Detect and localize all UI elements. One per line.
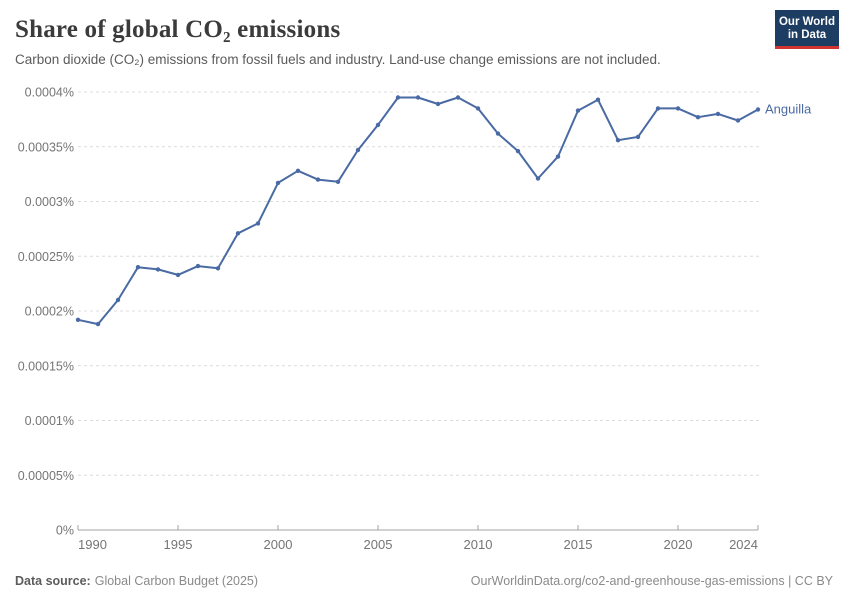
data-point-marker (75, 317, 81, 322)
data-point-marker (295, 168, 301, 173)
y-tick-label: 0.0003% (25, 195, 74, 209)
owid-logo: Our World in Data (775, 10, 839, 49)
chart-header: Share of global CO₂ emissions Carbon dio… (15, 0, 760, 68)
attribution: OurWorldinData.org/co2-and-greenhouse-ga… (470, 574, 833, 588)
data-point-marker (595, 97, 601, 102)
data-point-marker (495, 131, 501, 136)
data-point-marker (335, 179, 341, 184)
data-point-marker (135, 265, 141, 270)
x-tick-label: 2024 (729, 537, 758, 552)
data-point-marker (535, 176, 541, 181)
x-tick-label: 2015 (564, 537, 593, 552)
x-tick-label: 2000 (264, 537, 293, 552)
data-point-marker (95, 321, 101, 327)
x-tick-label: 1995 (164, 537, 193, 552)
data-point-marker (355, 147, 361, 153)
y-tick-label: 0.00035% (18, 140, 74, 154)
y-tick-label: 0.00025% (18, 250, 74, 264)
data-point-marker (455, 95, 461, 100)
data-point-marker (255, 221, 261, 226)
data-point-marker (415, 95, 421, 100)
data-point-marker (475, 106, 481, 111)
y-tick-label: 0.0004% (25, 86, 74, 100)
data-point-marker (195, 263, 201, 269)
owid-logo-line2: in Data (787, 29, 827, 41)
line-chart: 0% 0.00005% 0.0001% 0.00015% 0.0002% 0.00025%… (18, 86, 812, 553)
data-point-marker (635, 134, 641, 140)
x-tick-label: 2005 (364, 537, 393, 552)
x-tick-label: 2010 (464, 537, 493, 552)
data-point-marker (575, 108, 581, 113)
series-end-label: Anguilla (765, 102, 812, 117)
data-point-marker (675, 106, 681, 111)
y-tick-label: 0.00005% (18, 469, 74, 483)
y-tick-label: 0.00015% (18, 359, 74, 373)
y-tick-label: 0.0002% (25, 305, 74, 319)
data-point-marker (115, 297, 121, 303)
data-point-marker (375, 122, 381, 128)
y-tick-label: 0.0001% (25, 414, 74, 428)
data-point-marker (615, 138, 621, 143)
data-point-marker (215, 266, 221, 271)
chart-title: Share of global CO₂ emissions (15, 16, 341, 43)
data-point-marker (655, 106, 661, 111)
data-source: Data source: Global Carbon Budget (2025) (15, 574, 258, 588)
data-point-marker (715, 111, 721, 117)
data-point-marker (315, 177, 321, 182)
data-point-marker (235, 231, 241, 236)
series-line (77, 96, 759, 326)
data-point-marker (695, 115, 701, 120)
x-tick-label: 1990 (78, 537, 107, 552)
data-point-marker (735, 118, 741, 123)
y-tick-label: 0% (56, 524, 74, 538)
data-point-marker (395, 95, 401, 100)
data-point-marker (275, 180, 281, 186)
data-point-marker (155, 267, 161, 272)
data-point-marker (755, 107, 761, 112)
data-point-marker (435, 101, 441, 107)
chart-footer: Data source: Global Carbon Budget (2025) … (15, 574, 833, 588)
owid-logo-line1: Our World (778, 16, 835, 28)
data-source-value: Global Carbon Budget (2025) (94, 574, 259, 588)
data-point-marker (555, 154, 561, 159)
chart-subtitle: Carbon dioxide (CO₂) emissions from foss… (15, 52, 661, 67)
data-point-marker (515, 148, 521, 154)
data-source-label: Data source: (15, 574, 91, 588)
data-point-marker (175, 272, 181, 278)
x-tick-label: 2020 (664, 537, 693, 552)
